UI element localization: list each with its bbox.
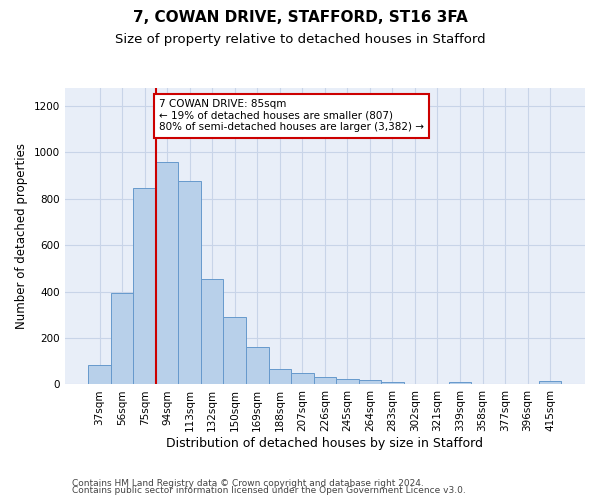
- Bar: [246, 348, 269, 385]
- Bar: [336, 378, 359, 384]
- Bar: [201, 279, 223, 384]
- Text: Contains public sector information licensed under the Open Government Licence v3: Contains public sector information licen…: [72, 486, 466, 495]
- Bar: [539, 381, 562, 384]
- Bar: [223, 317, 246, 384]
- Y-axis label: Number of detached properties: Number of detached properties: [15, 143, 28, 329]
- Bar: [314, 378, 336, 384]
- Text: Contains HM Land Registry data © Crown copyright and database right 2024.: Contains HM Land Registry data © Crown c…: [72, 478, 424, 488]
- Bar: [111, 293, 133, 384]
- Bar: [381, 382, 404, 384]
- Bar: [269, 370, 291, 384]
- Bar: [88, 364, 111, 384]
- Text: 7, COWAN DRIVE, STAFFORD, ST16 3FA: 7, COWAN DRIVE, STAFFORD, ST16 3FA: [133, 10, 467, 25]
- Bar: [156, 162, 178, 384]
- X-axis label: Distribution of detached houses by size in Stafford: Distribution of detached houses by size …: [166, 437, 484, 450]
- Bar: [449, 382, 471, 384]
- Bar: [291, 373, 314, 384]
- Bar: [359, 380, 381, 384]
- Text: Size of property relative to detached houses in Stafford: Size of property relative to detached ho…: [115, 32, 485, 46]
- Text: 7 COWAN DRIVE: 85sqm
← 19% of detached houses are smaller (807)
80% of semi-deta: 7 COWAN DRIVE: 85sqm ← 19% of detached h…: [159, 99, 424, 132]
- Bar: [178, 182, 201, 384]
- Bar: [133, 188, 156, 384]
